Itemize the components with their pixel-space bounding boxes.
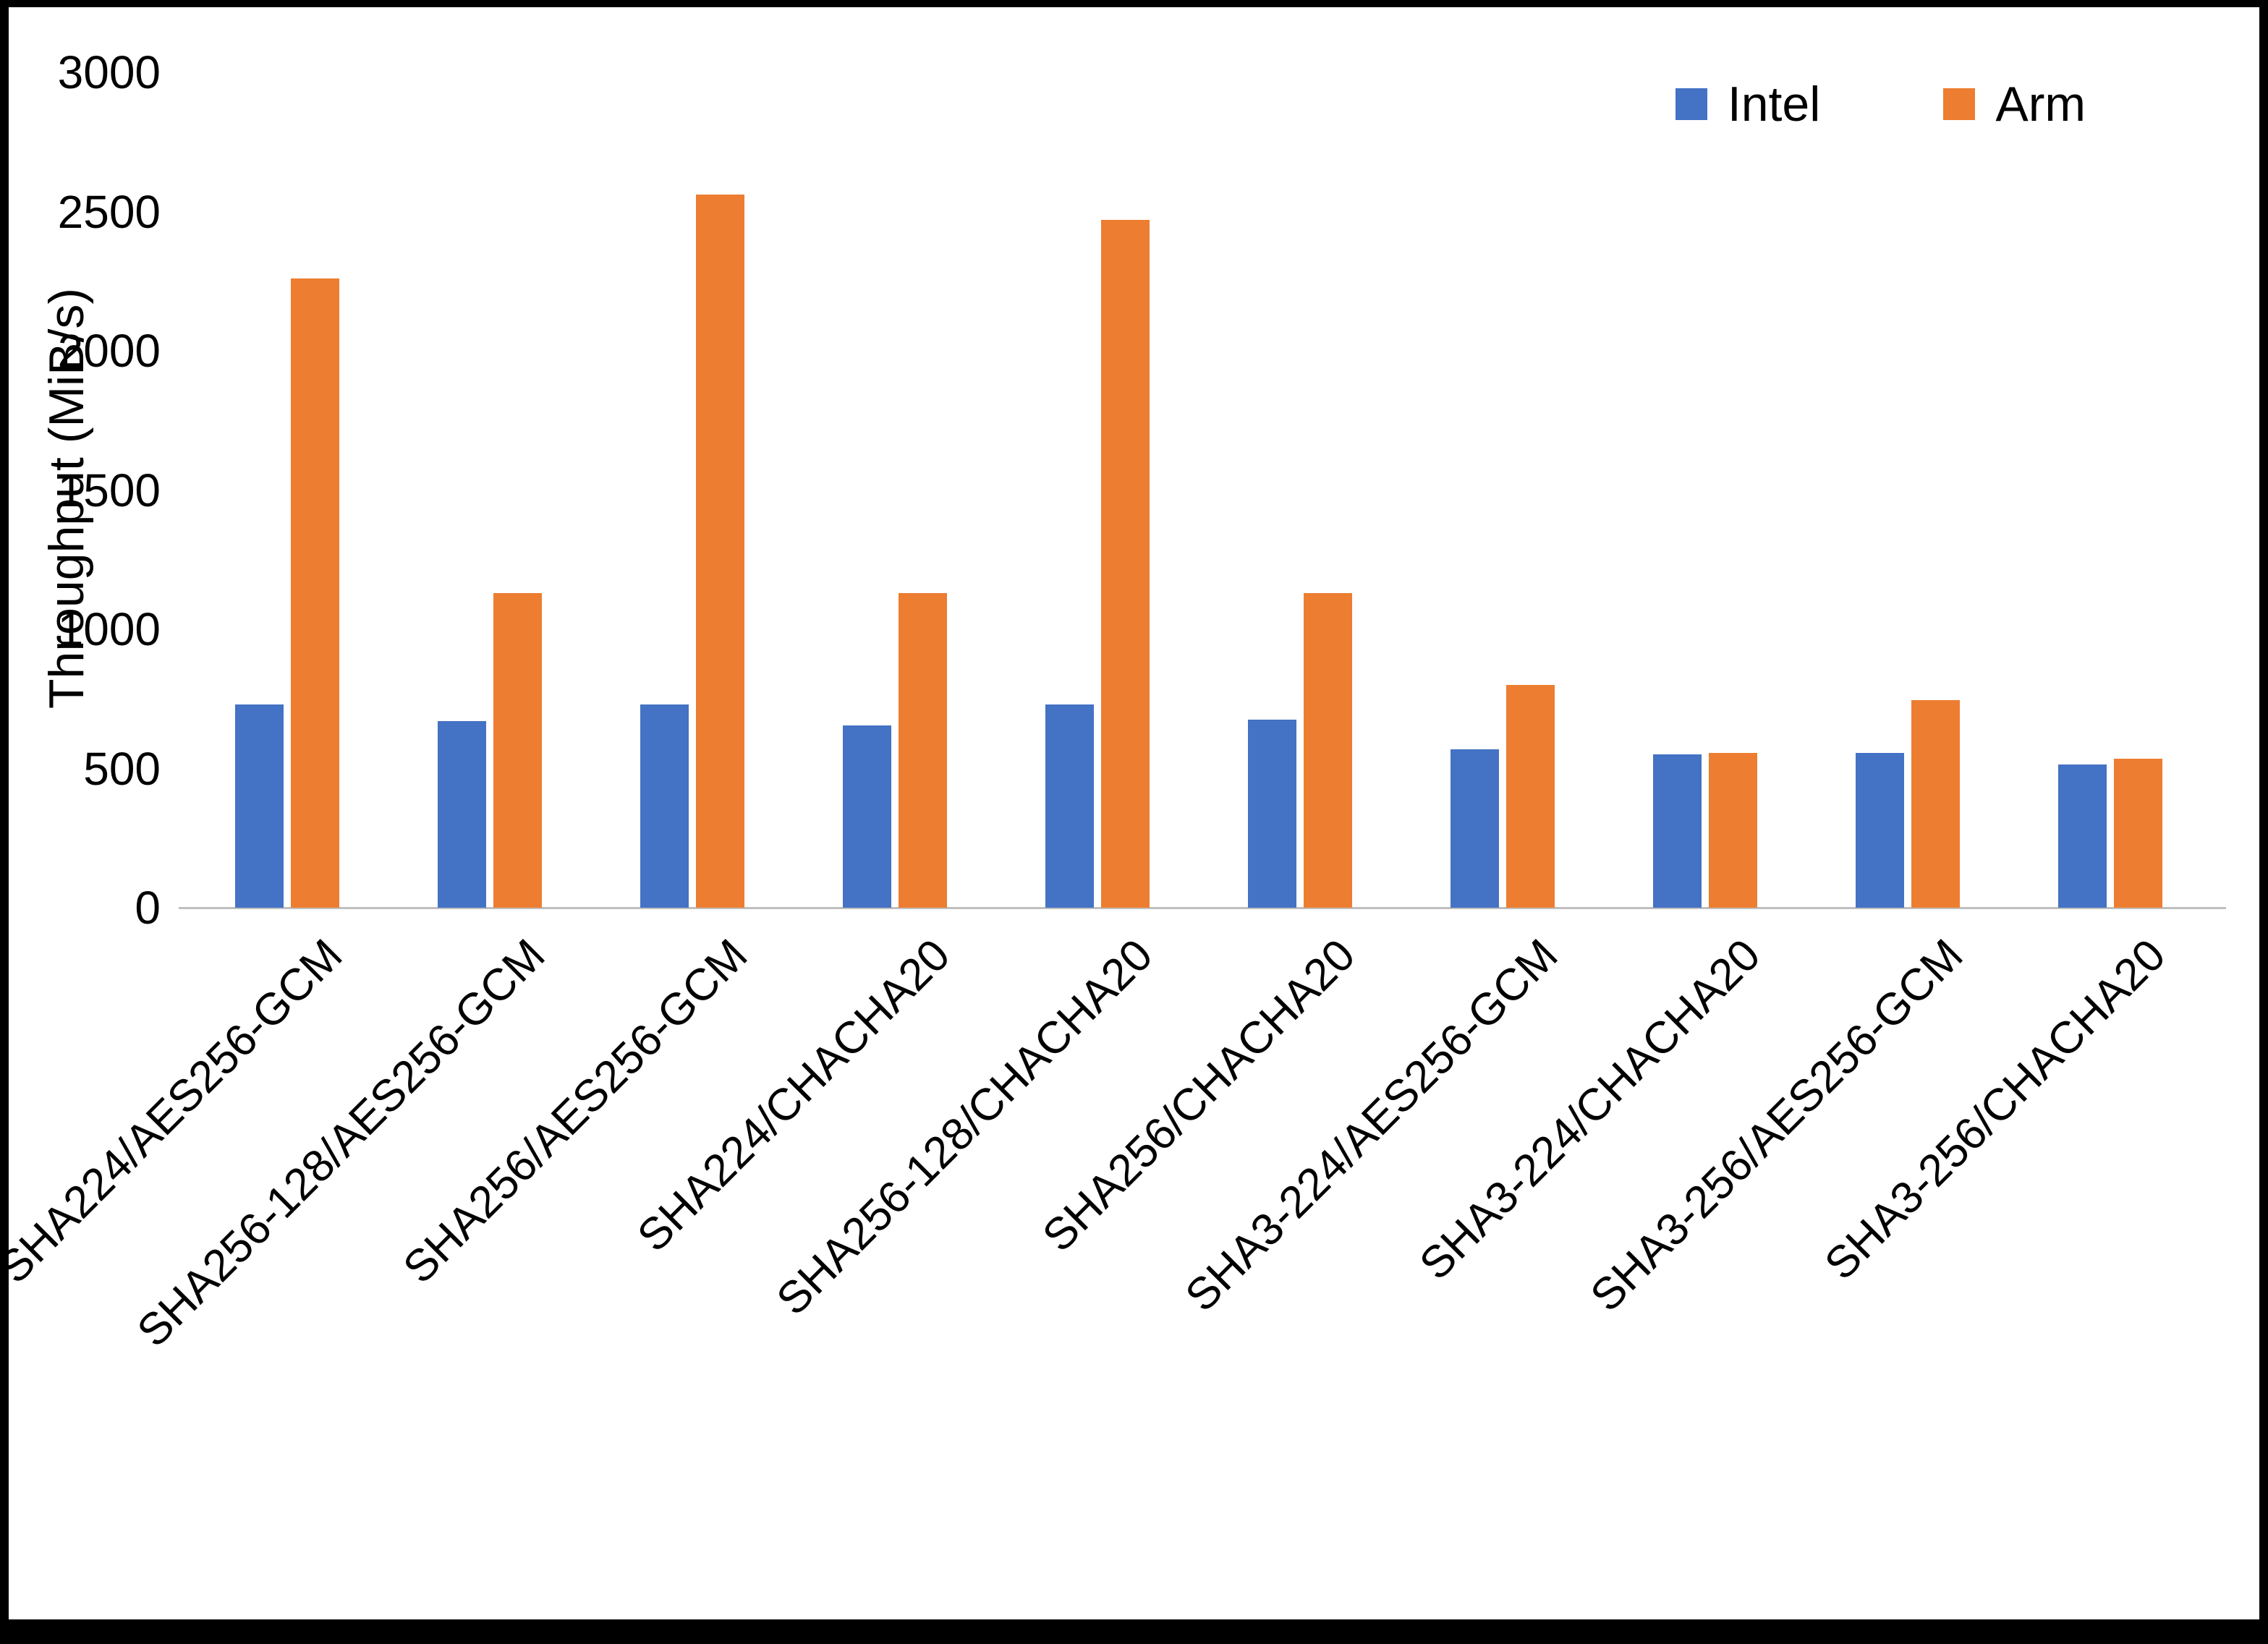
bar-arm-4 [898, 592, 948, 908]
bar-intel-9 [1855, 753, 1905, 908]
bar-intel-6 [1247, 720, 1297, 908]
x-axis-line [179, 907, 2226, 909]
bar-intel-3 [640, 704, 689, 908]
legend-label: Arm [1995, 77, 2086, 132]
bar-intel-10 [2057, 764, 2107, 908]
bar-arm-1 [290, 278, 340, 908]
legend-item-intel: Intel [1675, 76, 1821, 132]
bar-arm-10 [2113, 759, 2163, 908]
bar-intel-2 [437, 721, 487, 908]
y-tick-label: 3000 [57, 46, 161, 98]
y-tick-label: 1500 [57, 464, 161, 516]
y-tick-label: 500 [83, 742, 161, 795]
bar-arm-8 [1708, 753, 1758, 908]
bar-intel-5 [1045, 704, 1095, 908]
bar-arm-7 [1505, 685, 1555, 908]
legend: Intel Arm [1675, 76, 2086, 132]
bar-arm-2 [493, 592, 543, 908]
y-tick-label: 2500 [57, 185, 161, 238]
bar-intel-4 [842, 725, 892, 908]
bar-arm-6 [1303, 592, 1353, 908]
plot-area [179, 72, 2226, 909]
legend-label: Intel [1727, 77, 1821, 132]
y-tick-label: 2000 [57, 325, 161, 377]
legend-swatch-intel [1675, 88, 1707, 120]
bar-arm-5 [1100, 220, 1150, 908]
bar-intel-8 [1652, 754, 1702, 908]
legend-swatch-arm [1943, 88, 1976, 120]
legend-item-arm: Arm [1943, 76, 2086, 132]
bar-arm-9 [1911, 700, 1961, 908]
y-tick-label: 0 [135, 882, 161, 934]
bar-intel-1 [234, 704, 284, 908]
y-tick-label: 1000 [57, 603, 161, 655]
bar-arm-3 [695, 195, 745, 908]
bar-intel-7 [1450, 749, 1500, 908]
